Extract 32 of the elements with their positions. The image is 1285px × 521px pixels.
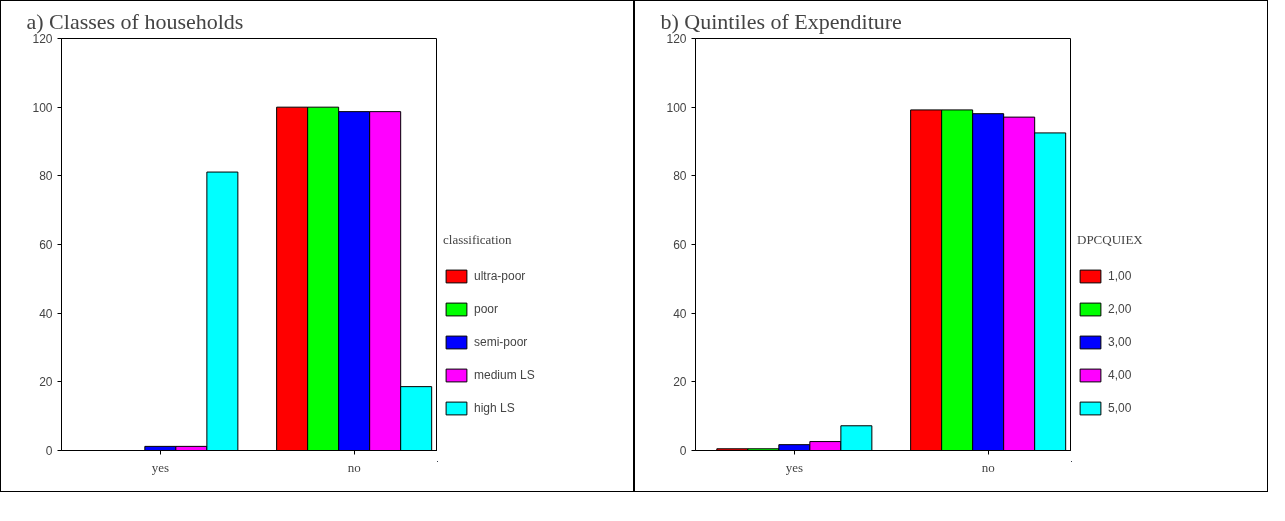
y-tick-label: 60 — [39, 238, 53, 252]
chart-title: b) Quintiles of Expenditure — [660, 8, 902, 34]
y-tick-label: 0 — [45, 444, 53, 458]
legend-label: high LS — [474, 401, 515, 415]
y-tick-label: 40 — [673, 306, 687, 321]
legend-label: medium LS — [474, 368, 535, 382]
y-tick-label: 40 — [39, 306, 53, 321]
y-tick-label: 60 — [673, 238, 687, 252]
legend-label: poor — [474, 302, 499, 316]
y-tick-label: 20 — [39, 375, 53, 390]
legend-label: 3,00 — [1108, 335, 1132, 349]
legend-label: 2,00 — [1108, 302, 1132, 316]
y-tick-label: 100 — [32, 100, 53, 115]
legend-title: classification — [443, 232, 513, 248]
legend-label: 4,00 — [1108, 368, 1132, 382]
y-tick-label: 80 — [39, 169, 53, 184]
legend-label: 5,00 — [1108, 401, 1132, 415]
y-tick-label: 20 — [673, 375, 687, 390]
x-tick-label: no — [347, 459, 361, 475]
legend-label: ultra-poor — [474, 269, 526, 283]
y-tick-label: 120 — [32, 32, 53, 46]
legend-title: DPCQUIEX — [1077, 232, 1143, 248]
y-tick-label: 80 — [673, 169, 687, 184]
x-tick-label: no — [981, 459, 995, 475]
legend-label: semi-poor — [474, 335, 528, 349]
chart-title: a) Classes of households — [26, 8, 244, 34]
legend-label: 1,00 — [1108, 269, 1132, 283]
x-tick-label: yes — [785, 459, 804, 475]
y-tick-label: 100 — [666, 100, 687, 115]
y-tick-label: 0 — [679, 444, 687, 458]
x-tick-label: yes — [151, 459, 170, 475]
y-tick-label: 120 — [666, 32, 687, 46]
